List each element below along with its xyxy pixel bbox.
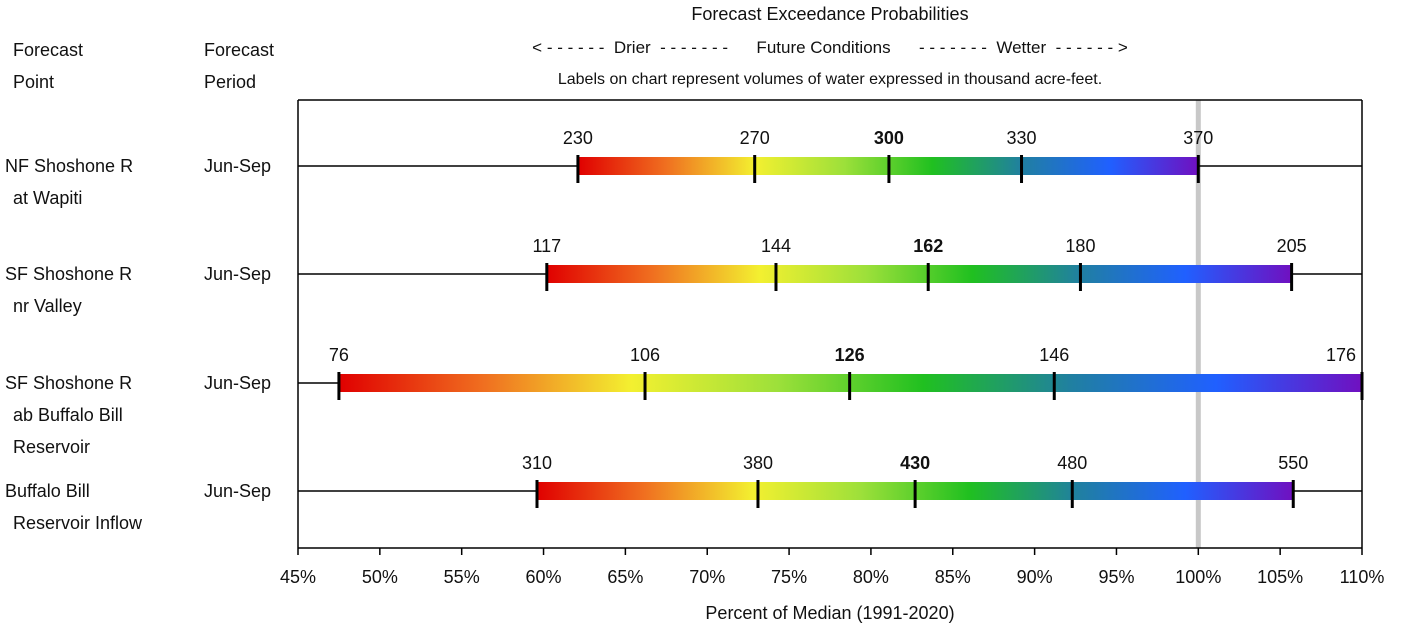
forecast-point-header-line2: Point: [13, 72, 55, 92]
x-tick-label: 80%: [853, 567, 889, 587]
x-tick-label: 100%: [1175, 567, 1221, 587]
exceedance-bar: [546, 265, 1292, 283]
forecast-period-header: Forecast Period: [204, 34, 274, 98]
volume-label: 230: [563, 128, 593, 148]
volume-label: 300: [874, 128, 904, 148]
forecast-point-label: at Wapiti: [13, 188, 82, 208]
forecast-point-header-line1: Forecast: [13, 40, 84, 60]
volume-label: 146: [1039, 345, 1069, 365]
forecast-period-label: Jun-Sep: [204, 264, 271, 284]
x-tick-label: 50%: [362, 567, 398, 587]
volume-label: 370: [1183, 128, 1213, 148]
x-tick-label: 75%: [771, 567, 807, 587]
forecast-point-header: Forecast Point: [13, 34, 83, 98]
volume-label: 270: [740, 128, 770, 148]
chart-title: Forecast Exceedance Probabilities: [691, 4, 969, 24]
volume-label: 126: [835, 345, 865, 365]
x-tick-label: 60%: [526, 567, 562, 587]
forecast-row: SF Shoshone R nr Valley Jun-Sep 117 144 162 18…: [5, 236, 1362, 316]
forecast-point-label: SF Shoshone R: [5, 373, 132, 393]
volume-label: 180: [1065, 236, 1095, 256]
forecast-point-label: ab Buffalo Bill: [13, 405, 123, 425]
x-tick-label: 110%: [1340, 567, 1385, 587]
volume-label: 550: [1278, 453, 1308, 473]
volume-label: 310: [522, 453, 552, 473]
forecast-row: Buffalo Bill Reservoir Inflow Jun-Sep 310 38…: [5, 453, 1362, 533]
volume-label: 176: [1326, 345, 1356, 365]
forecast-point-label: Reservoir Inflow: [13, 513, 143, 533]
units-note: Labels on chart represent volumes of wat…: [557, 71, 1103, 88]
x-tick-label: 90%: [1017, 567, 1053, 587]
volume-label: 205: [1277, 236, 1307, 256]
forecast-period-label: Jun-Sep: [204, 373, 271, 393]
forecast-point-label: Reservoir: [13, 437, 90, 457]
forecast-period-label: Jun-Sep: [204, 481, 271, 501]
volume-label: 380: [743, 453, 773, 473]
x-axis-label: Percent of Median (1991-2020): [705, 603, 954, 623]
forecast-point-label: SF Shoshone R: [5, 264, 132, 284]
x-tick-label: 95%: [1098, 567, 1134, 587]
x-tick-label: 85%: [935, 567, 971, 587]
x-tick-label: 70%: [689, 567, 725, 587]
volume-label: 430: [900, 453, 930, 473]
conditions-scale-label: < - - - - - - Drier - - - - - - - Future…: [532, 38, 1128, 57]
forecast-point-label: nr Valley: [13, 296, 82, 316]
volume-label: 106: [630, 345, 660, 365]
forecast-row: NF Shoshone R at Wapiti Jun-Sep 230 270 300 33…: [5, 128, 1362, 208]
forecast-row: SF Shoshone R ab Buffalo Bill Reservoir Jun…: [5, 345, 1364, 457]
axis-layer: 45% 50% 55% 60% 65% 70% 75% 80% 85% 90% 95% 100% 105…: [280, 99, 1385, 623]
volume-label: 117: [532, 236, 561, 256]
x-tick-label: 105%: [1257, 567, 1303, 587]
x-tick-label: 65%: [607, 567, 643, 587]
volume-label: 330: [1006, 128, 1036, 148]
rows-layer: NF Shoshone R at Wapiti Jun-Sep 230 270 300 33…: [5, 128, 1364, 533]
forecast-point-label: Buffalo Bill: [5, 481, 90, 501]
volume-label: 480: [1057, 453, 1087, 473]
x-tick-label: 55%: [444, 567, 480, 587]
forecast-period-label: Jun-Sep: [204, 156, 271, 176]
volume-label: 162: [913, 236, 943, 256]
volume-label: 76: [329, 345, 349, 365]
x-tick-label: 45%: [280, 567, 316, 587]
forecast-point-label: NF Shoshone R: [5, 156, 133, 176]
volume-label: 144: [761, 236, 791, 256]
forecast-period-header-line2: Period: [204, 72, 257, 92]
forecast-period-header-line1: Forecast: [204, 40, 275, 60]
